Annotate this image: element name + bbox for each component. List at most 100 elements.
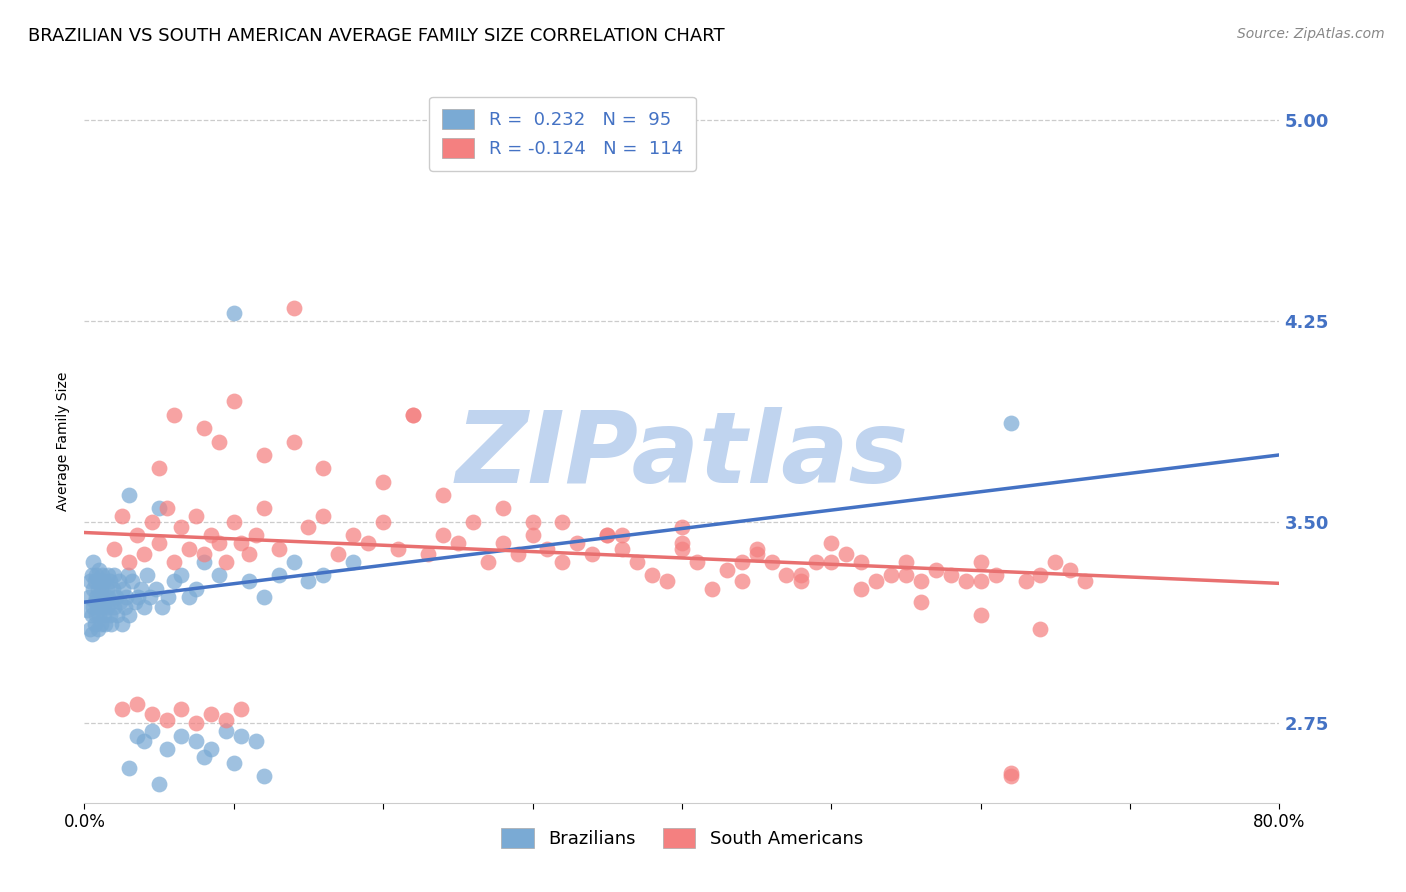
Point — [103, 568, 125, 582]
Point — [79, 574, 101, 588]
Point — [1074, 574, 1097, 588]
Point — [87, 622, 110, 636]
Point — [222, 394, 245, 409]
Point — [851, 582, 873, 596]
Point — [506, 547, 529, 561]
Point — [100, 595, 122, 609]
Point — [136, 568, 159, 582]
Point — [970, 555, 993, 569]
Point — [312, 461, 335, 475]
Point — [865, 574, 887, 588]
Point — [170, 702, 193, 716]
Point — [177, 590, 200, 604]
Point — [193, 750, 215, 764]
Point — [492, 501, 515, 516]
Point — [238, 547, 260, 561]
Point — [283, 434, 305, 449]
Point — [522, 515, 544, 529]
Point — [970, 574, 993, 588]
Point — [215, 713, 238, 727]
Point — [111, 509, 134, 524]
Point — [357, 536, 380, 550]
Point — [283, 301, 305, 315]
Point — [612, 528, 634, 542]
Point — [118, 608, 141, 623]
Point — [105, 608, 128, 623]
Point — [186, 734, 208, 748]
Point — [94, 616, 117, 631]
Point — [124, 595, 146, 609]
Point — [97, 568, 120, 582]
Point — [200, 742, 222, 756]
Point — [551, 515, 574, 529]
Text: BRAZILIAN VS SOUTH AMERICAN AVERAGE FAMILY SIZE CORRELATION CHART: BRAZILIAN VS SOUTH AMERICAN AVERAGE FAMI… — [28, 27, 724, 45]
Point — [267, 541, 290, 556]
Point — [200, 528, 222, 542]
Point — [1045, 555, 1067, 569]
Point — [387, 541, 409, 556]
Point — [745, 547, 768, 561]
Point — [231, 729, 253, 743]
Point — [111, 702, 134, 716]
Point — [596, 528, 619, 542]
Point — [447, 536, 470, 550]
Point — [328, 547, 350, 561]
Point — [148, 501, 170, 516]
Point — [297, 574, 319, 588]
Point — [193, 421, 215, 435]
Point — [835, 547, 858, 561]
Point — [626, 555, 648, 569]
Point — [312, 568, 335, 582]
Point — [596, 528, 619, 542]
Point — [86, 590, 108, 604]
Point — [83, 595, 105, 609]
Point — [731, 555, 754, 569]
Point — [148, 461, 170, 475]
Point — [86, 608, 108, 623]
Point — [925, 563, 948, 577]
Point — [150, 600, 173, 615]
Point — [253, 769, 276, 783]
Point — [94, 595, 117, 609]
Point — [215, 723, 238, 738]
Point — [157, 590, 180, 604]
Point — [80, 627, 103, 641]
Point — [141, 707, 163, 722]
Point — [245, 734, 267, 748]
Point — [373, 515, 395, 529]
Point — [79, 622, 101, 636]
Point — [148, 777, 170, 791]
Point — [89, 574, 111, 588]
Point — [222, 515, 245, 529]
Point — [200, 707, 222, 722]
Point — [125, 528, 148, 542]
Point — [253, 448, 276, 462]
Point — [1059, 563, 1081, 577]
Point — [90, 582, 112, 596]
Point — [551, 555, 574, 569]
Point — [461, 515, 484, 529]
Point — [112, 582, 135, 596]
Point — [910, 574, 932, 588]
Point — [612, 541, 634, 556]
Point — [1029, 568, 1052, 582]
Point — [894, 568, 917, 582]
Y-axis label: Average Family Size: Average Family Size — [56, 372, 70, 511]
Point — [416, 547, 439, 561]
Point — [222, 756, 245, 770]
Point — [155, 742, 177, 756]
Point — [121, 574, 143, 588]
Text: Source: ZipAtlas.com: Source: ZipAtlas.com — [1237, 27, 1385, 41]
Point — [215, 555, 238, 569]
Point — [163, 408, 186, 422]
Point — [80, 568, 103, 582]
Point — [141, 723, 163, 738]
Point — [402, 408, 425, 422]
Point — [342, 528, 364, 542]
Point — [155, 501, 177, 516]
Point — [91, 600, 114, 615]
Point — [90, 595, 112, 609]
Point — [671, 541, 693, 556]
Point — [297, 520, 319, 534]
Point — [970, 608, 993, 623]
